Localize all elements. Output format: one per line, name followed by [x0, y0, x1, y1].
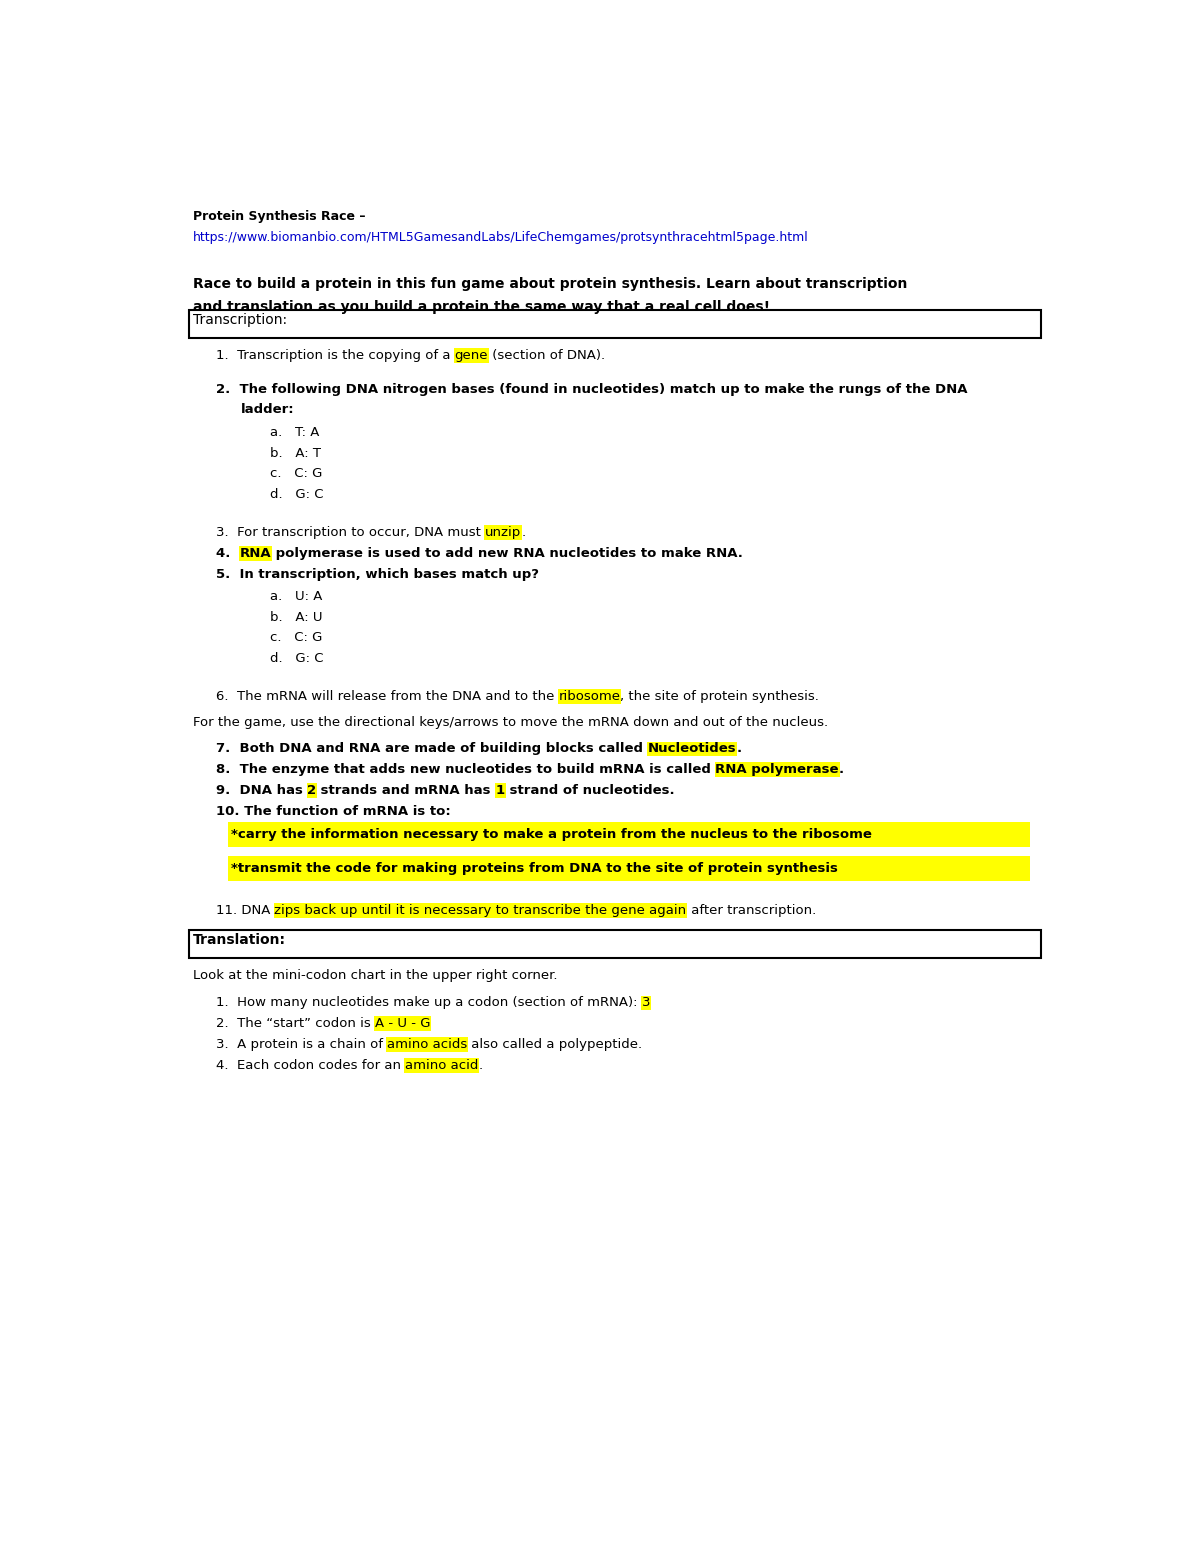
Text: Race to build a protein in this fun game about protein synthesis. Learn about tr: Race to build a protein in this fun game…	[193, 278, 907, 292]
Text: 2.  The “start” codon is: 2. The “start” codon is	[216, 1017, 374, 1030]
FancyBboxPatch shape	[228, 823, 1030, 846]
Text: 6.  The mRNA will release from the DNA and to the: 6. The mRNA will release from the DNA an…	[216, 690, 558, 704]
Text: For the game, use the directional keys/arrows to move the mRNA down and out of t: For the game, use the directional keys/a…	[193, 716, 828, 728]
Text: and translation as you build a protein the same way that a real cell does!: and translation as you build a protein t…	[193, 300, 769, 314]
Text: after transcription.: after transcription.	[686, 904, 816, 916]
Text: ladder:: ladder:	[241, 404, 294, 416]
Text: 5.  In transcription, which bases match up?: 5. In transcription, which bases match u…	[216, 567, 539, 581]
Text: amino acids: amino acids	[388, 1037, 467, 1051]
Text: 7.  Both DNA and RNA are made of building blocks called: 7. Both DNA and RNA are made of building…	[216, 742, 648, 755]
Text: 11. DNA: 11. DNA	[216, 904, 275, 916]
FancyBboxPatch shape	[228, 856, 1030, 881]
Text: b.   A: U: b. A: U	[270, 610, 323, 624]
Text: A - U - G: A - U - G	[374, 1017, 431, 1030]
Text: 4.  Each codon codes for an: 4. Each codon codes for an	[216, 1059, 406, 1072]
Text: .: .	[839, 763, 844, 776]
Text: 9.  DNA has: 9. DNA has	[216, 784, 307, 797]
Text: 2: 2	[307, 784, 317, 797]
Text: 8.  The enzyme that adds new nucleotides to build mRNA is called: 8. The enzyme that adds new nucleotides …	[216, 763, 715, 776]
Text: *carry the information necessary to make a protein from the nucleus to the ribos: *carry the information necessary to make…	[232, 828, 872, 840]
Text: Look at the mini-codon chart in the upper right corner.: Look at the mini-codon chart in the uppe…	[193, 969, 557, 981]
Text: 3.  For transcription to occur, DNA must: 3. For transcription to occur, DNA must	[216, 526, 485, 539]
Text: strands and mRNA has: strands and mRNA has	[317, 784, 496, 797]
Text: zips back up until it is necessary to transcribe the gene again: zips back up until it is necessary to tr…	[275, 904, 686, 916]
Text: strand of nucleotides.: strand of nucleotides.	[505, 784, 674, 797]
Text: 3: 3	[642, 997, 650, 1009]
Text: c.   C: G: c. C: G	[270, 467, 323, 480]
Text: Nucleotides: Nucleotides	[648, 742, 736, 755]
Text: https://www.biomanbio.com/HTML5GamesandLabs/LifeChemgames/protsynthracehtml5page: https://www.biomanbio.com/HTML5GamesandL…	[193, 231, 809, 244]
Text: also called a polypeptide.: also called a polypeptide.	[467, 1037, 642, 1051]
FancyBboxPatch shape	[188, 311, 1042, 339]
Text: a.   U: A: a. U: A	[270, 590, 323, 603]
Text: 4.: 4.	[216, 547, 240, 559]
Text: Transcription:: Transcription:	[193, 314, 287, 328]
Text: Protein Synthesis Race –: Protein Synthesis Race –	[193, 210, 365, 224]
Text: 3.  A protein is a chain of: 3. A protein is a chain of	[216, 1037, 388, 1051]
Text: d.   G: C: d. G: C	[270, 488, 324, 502]
Text: c.   C: G: c. C: G	[270, 632, 323, 644]
Text: ribosome: ribosome	[558, 690, 620, 704]
Text: (section of DNA).: (section of DNA).	[488, 349, 605, 362]
Text: .: .	[479, 1059, 482, 1072]
Text: 10. The function of mRNA is to:: 10. The function of mRNA is to:	[216, 804, 451, 818]
FancyBboxPatch shape	[188, 930, 1042, 958]
Text: .: .	[736, 742, 742, 755]
Text: b.   A: T: b. A: T	[270, 447, 322, 460]
Text: unzip: unzip	[485, 526, 521, 539]
Text: polymerase is used to add new RNA nucleotides to make RNA.: polymerase is used to add new RNA nucleo…	[271, 547, 743, 559]
Text: 1: 1	[496, 784, 505, 797]
Text: amino acid: amino acid	[406, 1059, 479, 1072]
Text: , the site of protein synthesis.: , the site of protein synthesis.	[620, 690, 820, 704]
Text: a.   T: A: a. T: A	[270, 426, 319, 439]
Text: 1.  Transcription is the copying of a: 1. Transcription is the copying of a	[216, 349, 455, 362]
Text: RNA polymerase: RNA polymerase	[715, 763, 839, 776]
Text: 1.  How many nucleotides make up a codon (section of mRNA):: 1. How many nucleotides make up a codon …	[216, 997, 642, 1009]
Text: Translation:: Translation:	[193, 933, 286, 947]
Text: *transmit the code for making proteins from DNA to the site of protein synthesis: *transmit the code for making proteins f…	[232, 862, 839, 874]
Text: RNA: RNA	[240, 547, 271, 559]
Text: d.   G: C: d. G: C	[270, 652, 324, 665]
Text: gene: gene	[455, 349, 488, 362]
Text: 2.  The following DNA nitrogen bases (found in nucleotides) match up to make the: 2. The following DNA nitrogen bases (fou…	[216, 382, 967, 396]
Text: .: .	[521, 526, 526, 539]
